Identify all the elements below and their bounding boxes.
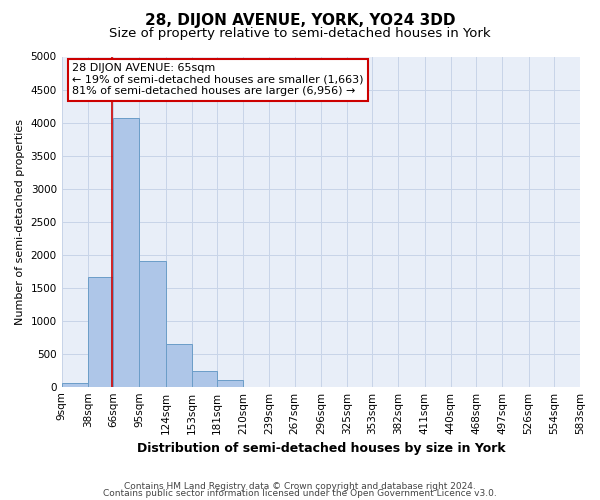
Bar (88, 277, 113, 386)
Text: Contains HM Land Registry data © Crown copyright and database right 2024.: Contains HM Land Registry data © Crown c… (124, 482, 476, 491)
X-axis label: Distribution of semi-detached houses by size in York: Distribution of semi-detached houses by … (137, 442, 505, 455)
Bar (139, 261, 166, 386)
Text: Size of property relative to semi-detached houses in York: Size of property relative to semi-detach… (109, 28, 491, 40)
Bar (217, 380, 243, 386)
Bar (192, 372, 217, 386)
Text: 28 DIJON AVENUE: 65sqm
← 19% of semi-detached houses are smaller (1,663)
81% of : 28 DIJON AVENUE: 65sqm ← 19% of semi-det… (72, 63, 364, 96)
Bar (113, 118, 139, 386)
Bar (62, 384, 88, 386)
Bar (166, 344, 192, 387)
Text: 28, DIJON AVENUE, YORK, YO24 3DD: 28, DIJON AVENUE, YORK, YO24 3DD (145, 12, 455, 28)
Text: Contains public sector information licensed under the Open Government Licence v3: Contains public sector information licen… (103, 490, 497, 498)
Y-axis label: Number of semi-detached properties: Number of semi-detached properties (15, 118, 25, 324)
